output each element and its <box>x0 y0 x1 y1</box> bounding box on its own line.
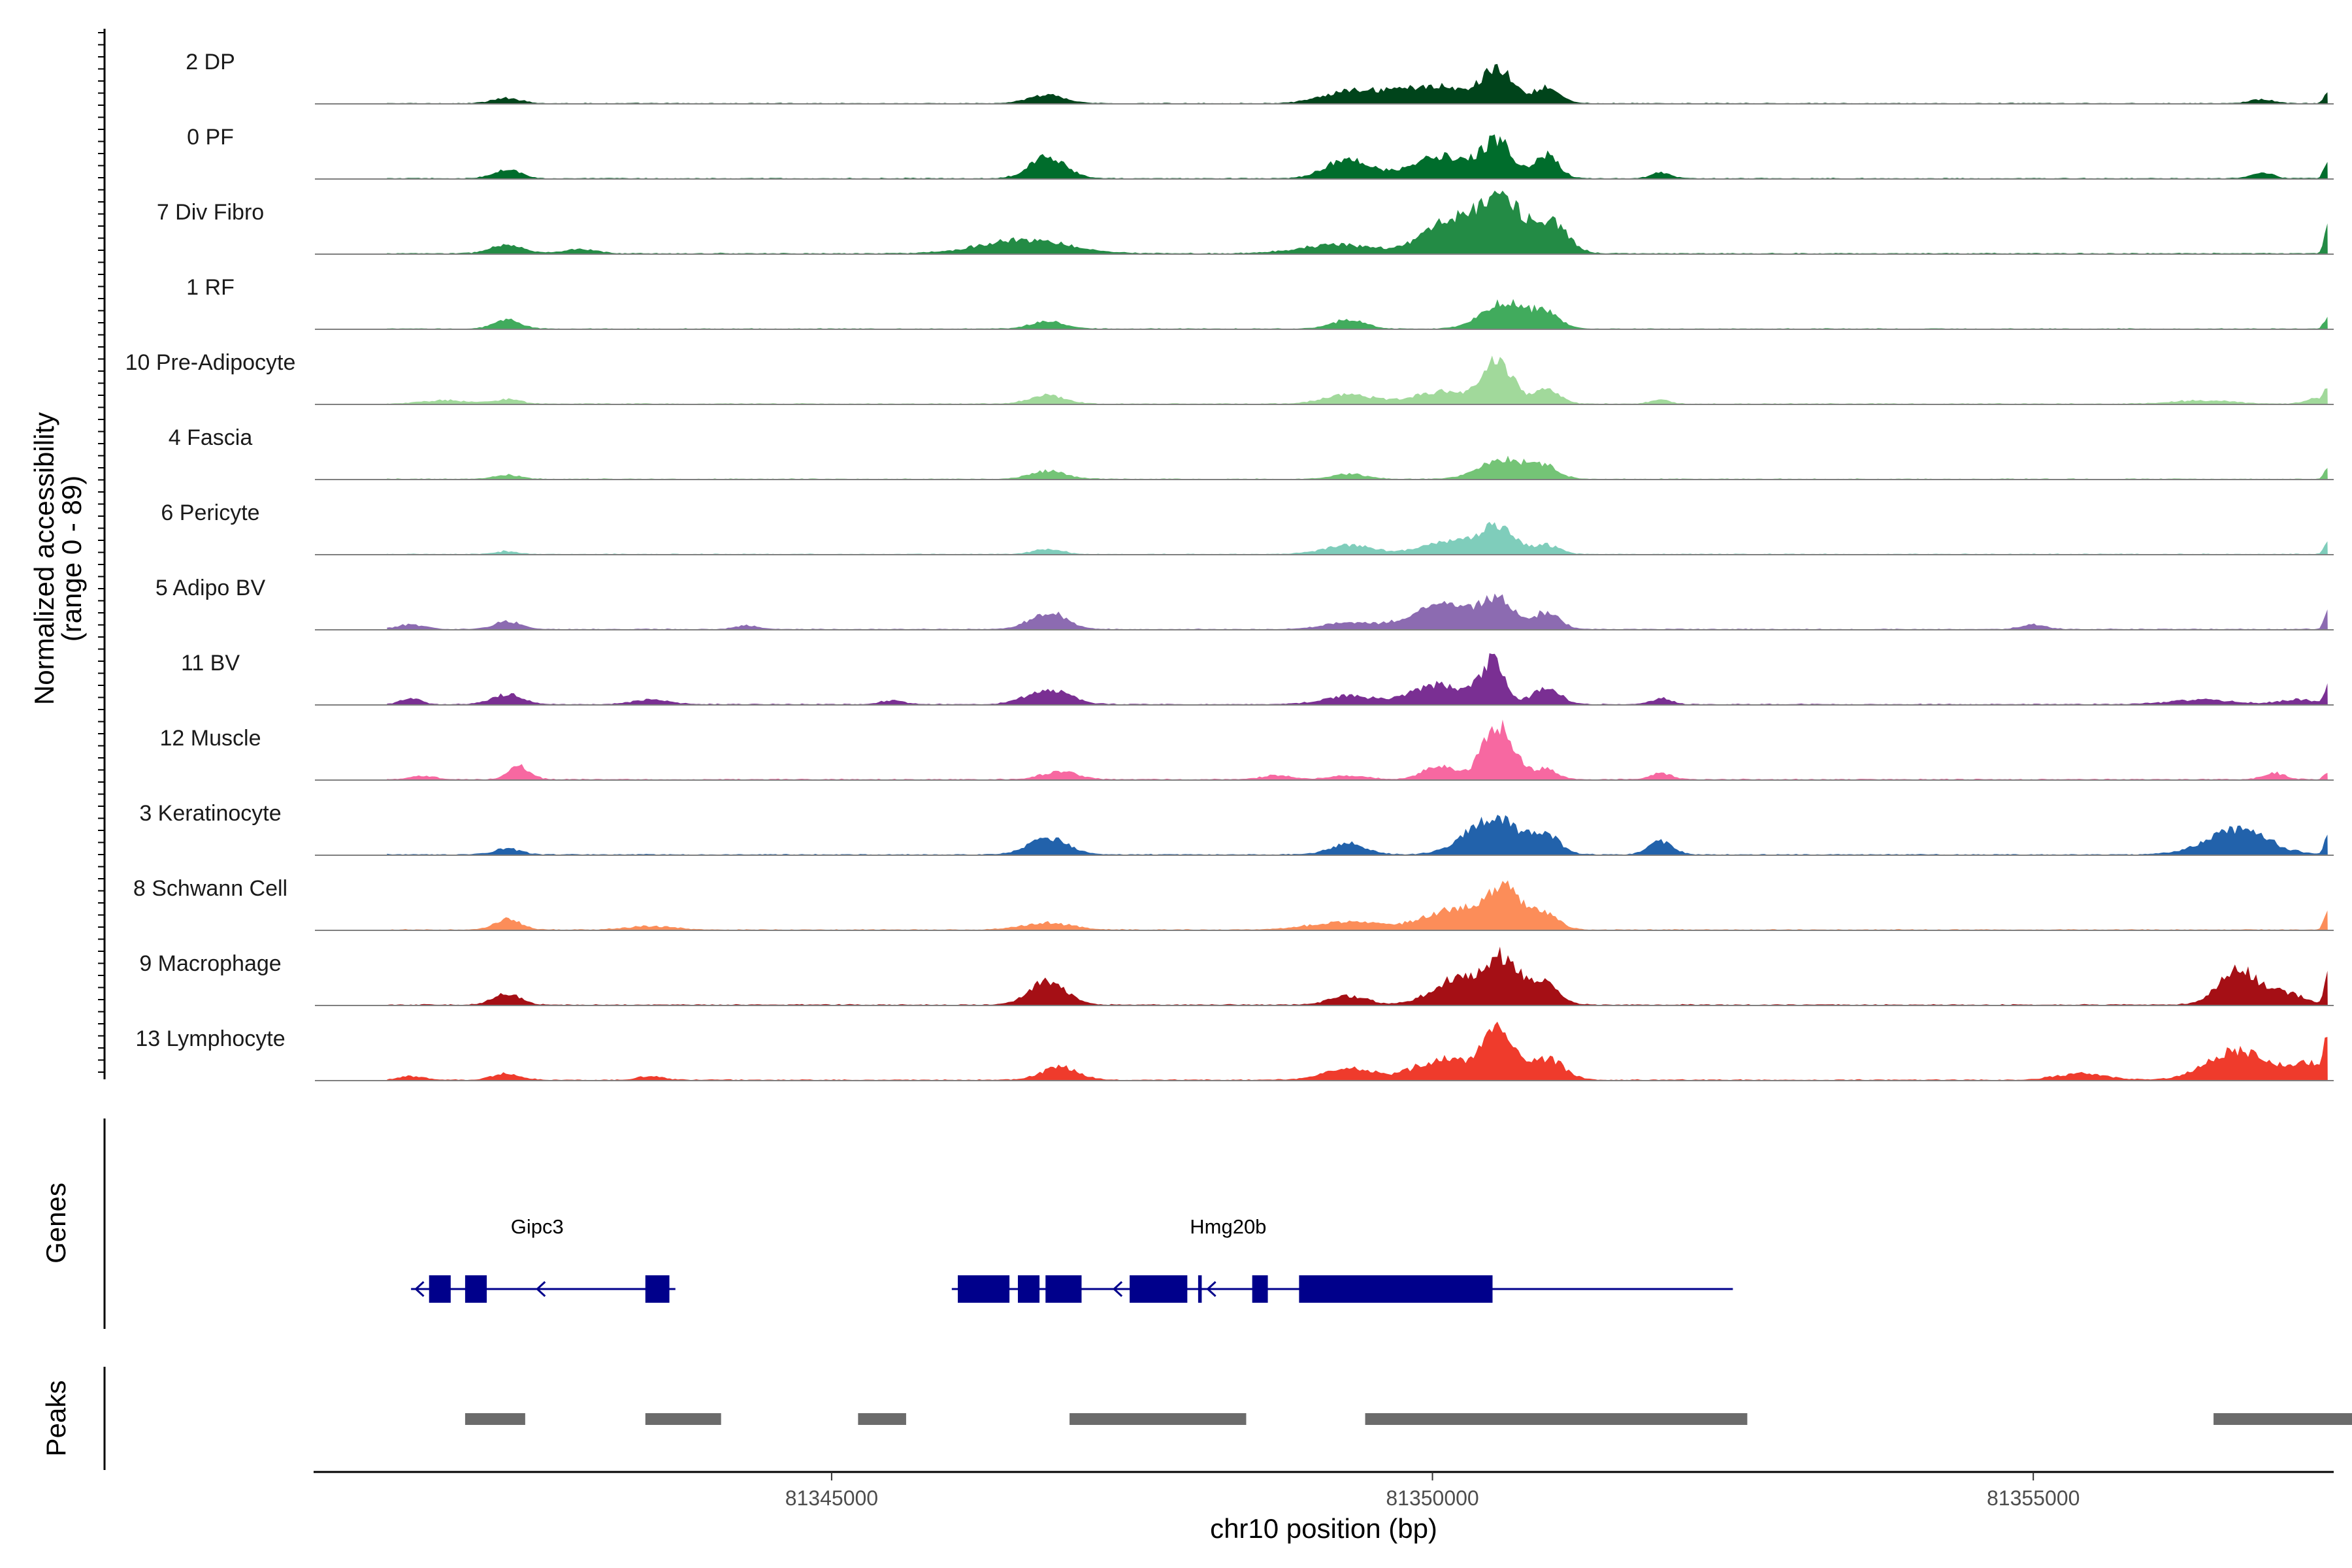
gene-exon <box>1299 1275 1493 1303</box>
track-label-10: 12 Muscle <box>160 726 261 751</box>
gene-gipc3: Gipc3 <box>411 1215 676 1303</box>
track-label-7: 6 Pericyte <box>161 500 259 525</box>
track-label-12: 8 Schwann Cell <box>133 876 287 901</box>
track-10: 12 Muscle <box>160 719 2334 781</box>
track-label-2: 0 PF <box>187 125 234 150</box>
track-8: 5 Adipo BV <box>155 576 2334 630</box>
gene-label-gipc3: Gipc3 <box>511 1215 564 1238</box>
gene-annotations: Gipc3 Hmg20b <box>411 1215 1733 1303</box>
gene-exon <box>465 1275 487 1303</box>
strand-arrow <box>536 1281 546 1298</box>
track-label-6: 4 Fascia <box>169 425 253 450</box>
peak-region-5 <box>1365 1413 1748 1425</box>
y-axis-title-line1: Normalized accessibility <box>29 412 59 705</box>
track-1: 2 DP <box>186 50 2334 105</box>
peak-region-4 <box>1070 1413 1247 1425</box>
track-12: 8 Schwann Cell <box>133 876 2334 931</box>
track-label-3: 7 Div Fibro <box>157 200 264 225</box>
coverage-area-3 <box>387 190 2328 254</box>
coverage-area-4 <box>387 299 2328 329</box>
track-label-13: 9 Macrophage <box>139 951 281 976</box>
gene-exon <box>1017 1275 1040 1303</box>
coverage-area-11 <box>387 815 2328 855</box>
y-axis-title: Normalized accessibility <box>29 412 59 705</box>
x-tick-label: 81350000 <box>1386 1486 1478 1510</box>
strand-arrow <box>1112 1281 1123 1298</box>
track-5: 10 Pre-Adipocyte <box>125 350 2334 405</box>
coverage-area-10 <box>387 719 2328 780</box>
track-13: 9 Macrophage <box>139 946 2334 1006</box>
track-7: 6 Pericyte <box>161 500 2334 555</box>
coverage-area-7 <box>387 521 2328 555</box>
coverage-area-8 <box>387 593 2328 630</box>
peak-region-2 <box>645 1413 721 1425</box>
genes-panel-title: Genes <box>41 1183 71 1264</box>
peak-region-1 <box>465 1413 525 1425</box>
gene-exon <box>1130 1275 1188 1303</box>
track-4: 1 RF <box>186 275 2334 330</box>
track-6: 4 Fascia <box>169 425 2334 480</box>
coverage-area-2 <box>387 134 2328 179</box>
peaks-panel-title: Peaks <box>41 1380 71 1457</box>
gene-exon <box>958 1275 1010 1303</box>
track-label-8: 5 Adipo BV <box>155 576 266 600</box>
track-11: 3 Keratinocyte <box>139 801 2334 856</box>
coverage-area-12 <box>387 880 2328 930</box>
track-9: 11 BV <box>181 651 2334 706</box>
track-3: 7 Div Fibro <box>157 190 2334 255</box>
peak-region-6 <box>2213 1413 2352 1425</box>
track-label-14: 13 Lymphocyte <box>135 1026 285 1051</box>
track-14: 13 Lymphocyte <box>135 1021 2334 1081</box>
x-axis-ticks: 81345000 81350000 81355000 <box>785 1472 2080 1510</box>
coverage-area-14 <box>387 1021 2328 1081</box>
track-2: 0 PF <box>187 125 2334 180</box>
coverage-area-1 <box>387 63 2328 104</box>
gene-exon <box>1252 1275 1268 1303</box>
strand-arrow <box>1206 1281 1217 1298</box>
gene-label-hmg20b: Hmg20b <box>1190 1215 1266 1238</box>
track-label-5: 10 Pre-Adipocyte <box>125 350 296 375</box>
y-axis-ticks <box>98 32 105 1073</box>
peak-regions <box>465 1413 2352 1425</box>
coverage-tracks: 2 DP 0 PF 7 Div Fibro 1 RF 10 Pre-Adipocyte 4… <box>125 50 2334 1081</box>
gene-exon <box>1045 1275 1082 1303</box>
y-axis-title-range: (range 0 - 89) <box>56 476 87 642</box>
track-label-4: 1 RF <box>186 275 235 300</box>
strand-arrow <box>414 1281 425 1298</box>
x-axis-title: chr10 position (bp) <box>1210 1513 1437 1544</box>
gene-hmg20b: Hmg20b <box>951 1215 1733 1303</box>
coverage-area-9 <box>387 653 2328 705</box>
coverage-area-13 <box>387 946 2328 1005</box>
gene-exon <box>429 1275 451 1303</box>
gene-exon <box>645 1275 670 1303</box>
track-label-1: 2 DP <box>186 50 235 74</box>
track-label-11: 3 Keratinocyte <box>139 801 281 826</box>
x-tick-label: 81345000 <box>785 1486 878 1510</box>
y-axis-title-line2: (range 0 - 89) <box>56 476 87 642</box>
coverage-area-5 <box>387 355 2328 404</box>
x-tick-label: 81355000 <box>1987 1486 2080 1510</box>
peak-region-3 <box>858 1413 906 1425</box>
gene-exon <box>1198 1275 1202 1303</box>
coverage-area-6 <box>387 455 2328 480</box>
track-label-9: 11 BV <box>181 651 240 676</box>
